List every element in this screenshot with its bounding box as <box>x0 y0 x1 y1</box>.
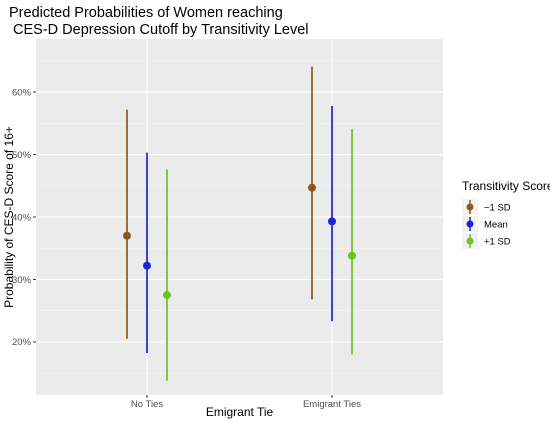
legend: Transitivity Score −1 SD Mean +1 SD <box>462 179 550 249</box>
legend-label: +1 SD <box>484 236 511 247</box>
point-marker <box>163 291 171 300</box>
x-tick-label: No Ties <box>131 399 163 410</box>
gridlines <box>36 39 443 395</box>
x-axis-label: Emigrant Tie <box>206 405 274 419</box>
y-tick-label: 20% <box>12 337 32 348</box>
y-axis: 20% 30% 40% 50% 60% <box>12 87 36 348</box>
legend-key-point <box>466 203 474 211</box>
chart-title-line-2: CES-D Depression Cutoff by Transitivity … <box>9 22 309 38</box>
y-tick-label: 40% <box>12 212 32 223</box>
error-bars <box>126 66 353 381</box>
x-axis: No Ties Emigrant Ties <box>131 395 361 410</box>
y-tick-label: 50% <box>12 150 32 161</box>
point-marker <box>143 261 151 270</box>
y-axis-label: Probability of CES-D Score of 16+ <box>2 126 16 308</box>
data-points <box>123 183 356 300</box>
legend-label: Mean <box>484 219 508 230</box>
point-marker <box>348 251 356 260</box>
legend-title: Transitivity Score <box>462 179 550 193</box>
legend-key-point <box>466 220 474 228</box>
point-marker <box>328 217 336 226</box>
legend-key-point <box>466 237 474 245</box>
y-tick-label: 30% <box>12 275 32 286</box>
x-tick-label: Emigrant Ties <box>303 399 361 410</box>
legend-label: −1 SD <box>484 202 511 213</box>
point-marker <box>123 231 131 240</box>
point-marker <box>308 183 316 192</box>
y-tick-label: 60% <box>12 87 32 98</box>
chart-title-line-1: Predicted Probabilities of Women reachin… <box>9 5 283 21</box>
